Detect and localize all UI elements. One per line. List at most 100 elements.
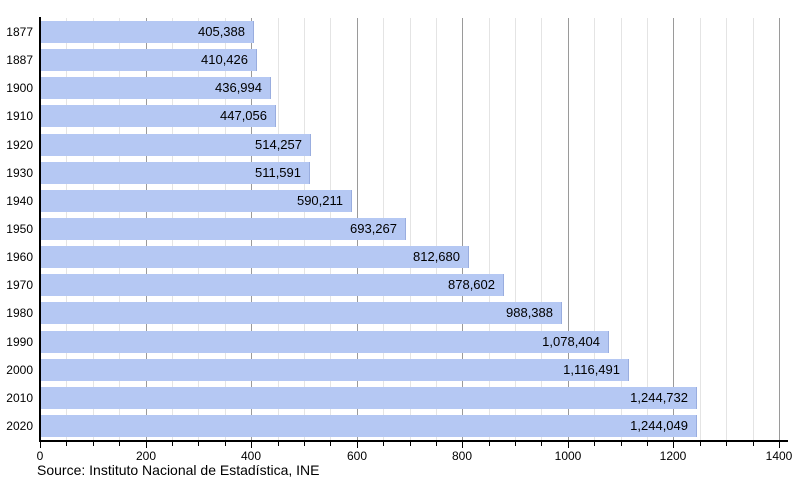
y-axis-label: 1920 — [6, 138, 33, 152]
x-axis-minor-tick — [410, 442, 411, 446]
minor-gridline — [726, 18, 727, 440]
bar-value-label: 590,211 — [296, 193, 343, 208]
y-axis-label: 1900 — [6, 81, 33, 95]
minor-gridline — [594, 18, 595, 440]
major-gridline — [673, 18, 674, 440]
y-axis-label: 1940 — [6, 194, 33, 208]
bar: 511,591 — [41, 162, 310, 184]
minor-gridline — [489, 18, 490, 440]
y-axis-label: 1887 — [6, 53, 33, 67]
bar: 405,388 — [41, 21, 254, 43]
y-axis-line — [39, 17, 41, 442]
bar: 410,426 — [41, 49, 257, 71]
minor-gridline — [541, 18, 542, 440]
bar-value-label: 436,994 — [215, 80, 262, 95]
x-axis-minor-tick — [489, 442, 490, 446]
bar-value-label: 511,591 — [254, 165, 301, 180]
x-axis-minor-tick — [594, 442, 595, 446]
x-axis-tick-label: 1400 — [765, 449, 793, 463]
y-axis-label: 2020 — [6, 419, 33, 433]
bar: 1,078,404 — [41, 331, 609, 353]
x-axis-minor-tick — [119, 442, 120, 446]
bar: 878,602 — [41, 274, 504, 296]
bar: 812,680 — [41, 246, 469, 268]
x-axis-minor-tick — [753, 442, 754, 446]
y-axis-label: 1960 — [6, 250, 33, 264]
minor-gridline — [410, 18, 411, 440]
x-axis-minor-tick — [541, 442, 542, 446]
y-axis-label: 1970 — [6, 278, 33, 292]
x-axis-minor-tick — [93, 442, 94, 446]
x-axis-line — [39, 440, 788, 442]
source-caption: Source: Instituto Nacional de Estadístic… — [37, 462, 320, 478]
x-axis-major-tick — [779, 442, 780, 448]
y-axis-label: 1877 — [6, 25, 33, 39]
bar: 1,244,732 — [41, 387, 697, 409]
minor-gridline — [700, 18, 701, 440]
bar: 447,056 — [41, 105, 276, 127]
x-axis-tick-label: 0 — [36, 449, 44, 463]
x-axis-major-tick — [568, 442, 569, 448]
x-axis-minor-tick — [383, 442, 384, 446]
minor-gridline — [515, 18, 516, 440]
x-axis-minor-tick — [700, 442, 701, 446]
x-axis-minor-tick — [726, 442, 727, 446]
bar: 1,244,049 — [41, 415, 697, 437]
bar-value-label: 405,388 — [198, 24, 245, 39]
bar-value-label: 447,056 — [220, 108, 267, 123]
major-gridline — [568, 18, 569, 440]
minor-gridline — [621, 18, 622, 440]
x-axis-minor-tick — [225, 442, 226, 446]
bar-value-label: 1,078,404 — [542, 334, 600, 349]
y-axis-label: 1910 — [6, 109, 33, 123]
bar-value-label: 1,116,491 — [563, 362, 620, 377]
y-axis-label: 1930 — [6, 166, 33, 180]
minor-gridline — [753, 18, 754, 440]
bar: 436,994 — [41, 77, 271, 99]
bar-value-label: 988,388 — [506, 305, 553, 320]
x-axis-major-tick — [462, 442, 463, 448]
x-axis-minor-tick — [515, 442, 516, 446]
x-axis-minor-tick — [330, 442, 331, 446]
x-axis-major-tick — [146, 442, 147, 448]
x-axis-major-tick — [251, 442, 252, 448]
bar-value-label: 693,267 — [350, 221, 397, 236]
bar-value-label: 410,426 — [201, 52, 248, 67]
y-axis-label: 2010 — [6, 391, 33, 405]
x-axis-tick-label: 400 — [240, 449, 262, 463]
x-axis-minor-tick — [66, 442, 67, 446]
bar: 1,116,491 — [41, 359, 629, 381]
x-axis-tick-label: 1000 — [554, 449, 582, 463]
bar-value-label: 1,244,049 — [630, 418, 688, 433]
x-axis-minor-tick — [172, 442, 173, 446]
bar: 590,211 — [41, 190, 352, 212]
x-axis-major-tick — [40, 442, 41, 448]
bar: 514,257 — [41, 134, 311, 156]
x-axis-minor-tick — [278, 442, 279, 446]
x-axis-minor-tick — [436, 442, 437, 446]
y-axis-label: 1990 — [6, 335, 33, 349]
bar-value-label: 514,257 — [255, 137, 302, 152]
y-axis-label: 1980 — [6, 306, 33, 320]
x-axis-minor-tick — [304, 442, 305, 446]
major-gridline — [462, 18, 463, 440]
minor-gridline — [647, 18, 648, 440]
x-axis-tick-label: 600 — [346, 449, 368, 463]
bar-value-label: 812,680 — [413, 249, 460, 264]
x-axis-tick-label: 200 — [135, 449, 157, 463]
bar: 693,267 — [41, 218, 406, 240]
x-axis-tick-label: 1200 — [659, 449, 687, 463]
minor-gridline — [436, 18, 437, 440]
bar-value-label: 1,244,732 — [630, 390, 688, 405]
x-axis-minor-tick — [647, 442, 648, 446]
bar-value-label: 878,602 — [448, 277, 495, 292]
x-axis-major-tick — [357, 442, 358, 448]
y-axis-label: 1950 — [6, 222, 33, 236]
x-axis-minor-tick — [198, 442, 199, 446]
bar: 988,388 — [41, 302, 562, 324]
y-axis-label: 2000 — [6, 363, 33, 377]
x-axis-tick-label: 800 — [451, 449, 473, 463]
x-axis-minor-tick — [621, 442, 622, 446]
x-axis-major-tick — [673, 442, 674, 448]
